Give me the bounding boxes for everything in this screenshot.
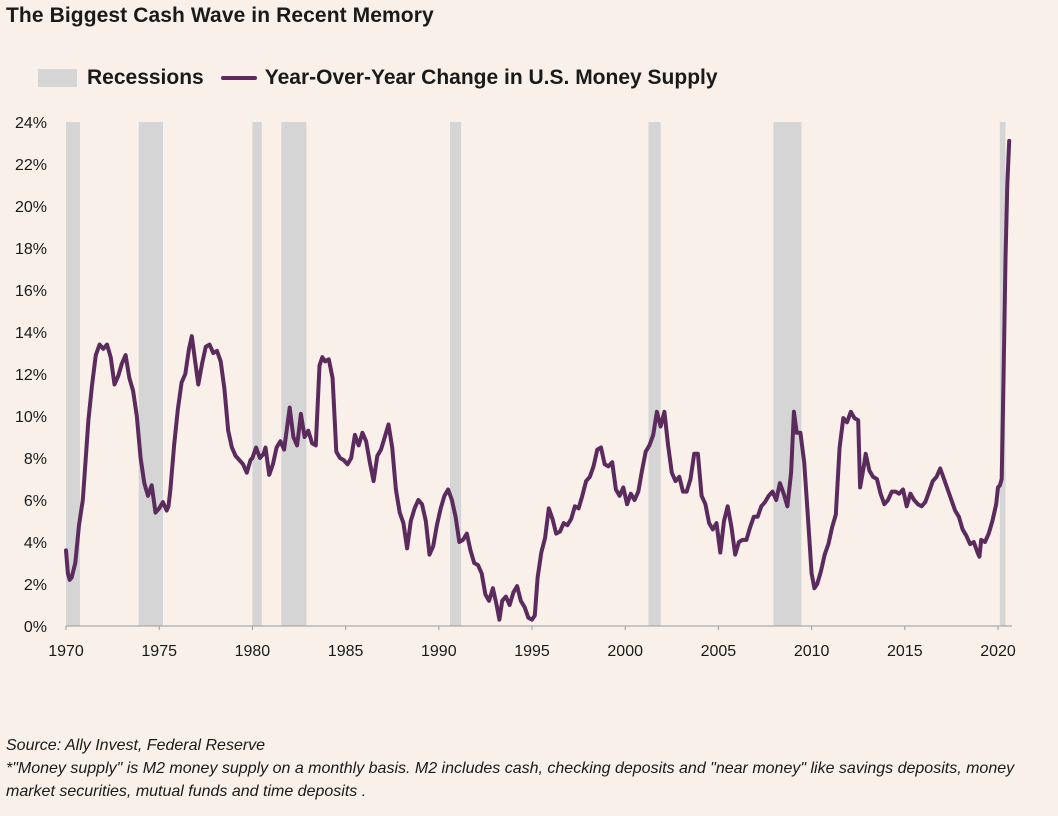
recession-band	[252, 122, 262, 626]
money-supply-footnote: *"Money supply" is M2 money supply on a …	[6, 760, 1015, 800]
y-tick-label: 20%	[15, 199, 47, 216]
x-tick-label: 1980	[235, 643, 271, 660]
recession-band	[66, 122, 80, 626]
money-supply-swatch	[220, 76, 257, 80]
y-tick-label: 24%	[15, 115, 47, 132]
x-tick-label: 2005	[701, 643, 737, 660]
y-tick-label: 18%	[15, 241, 47, 258]
money-supply-series-line	[64, 138, 1012, 622]
y-tick-label: 8%	[24, 451, 47, 468]
x-axis-ticks: 1970 1975 1980 1985 1990 1995 2000 2005 2010 2015…	[48, 626, 1016, 660]
chart-footer: Source: Ally Invest, Federal Reserve *"M…	[6, 734, 1046, 803]
x-tick-label: 1975	[141, 643, 177, 660]
source-note: Source: Ally Invest, Federal Reserve	[6, 737, 266, 754]
y-tick-label: 12%	[15, 367, 47, 384]
y-axis-ticks: 0% 2% 4% 6% 8% 10% 12% 14% 16% 18% 20% 22% 24%	[15, 115, 47, 636]
legend-item-money-supply: Year-Over-Year Change in U.S. Money Supp…	[220, 66, 718, 90]
recession-band	[648, 122, 661, 626]
recession-band	[281, 122, 307, 626]
y-tick-label: 6%	[24, 493, 47, 510]
y-tick-label: 14%	[15, 325, 47, 342]
recession-bands	[66, 122, 1006, 626]
y-tick-label: 16%	[15, 283, 47, 300]
x-tick-label: 2010	[794, 643, 830, 660]
y-tick-label: 4%	[24, 535, 47, 552]
recession-band	[773, 122, 802, 626]
y-tick-label: 2%	[24, 577, 47, 594]
legend-label-money-supply: Year-Over-Year Change in U.S. Money Supp…	[264, 66, 718, 89]
legend-item-recessions: Recessions	[38, 66, 204, 90]
recession-band	[449, 122, 462, 626]
chart-legend: Recessions Year-Over-Year Change in U.S.…	[38, 66, 718, 90]
x-tick-label: 1970	[48, 643, 84, 660]
legend-label-recessions: Recessions	[87, 66, 204, 89]
recessions-swatch	[38, 69, 77, 87]
x-tick-label: 1985	[328, 643, 364, 660]
x-tick-label: 2015	[887, 643, 923, 660]
y-tick-label: 10%	[15, 409, 47, 426]
x-tick-label: 1990	[421, 643, 457, 660]
x-tick-label: 2020	[980, 643, 1016, 660]
y-tick-label: 0%	[24, 619, 47, 636]
recession-band	[138, 122, 163, 626]
x-tick-label: 2000	[607, 643, 643, 660]
chart-title: The Biggest Cash Wave in Recent Memory	[6, 4, 434, 27]
y-tick-label: 22%	[15, 157, 47, 174]
x-tick-label: 1995	[514, 643, 550, 660]
